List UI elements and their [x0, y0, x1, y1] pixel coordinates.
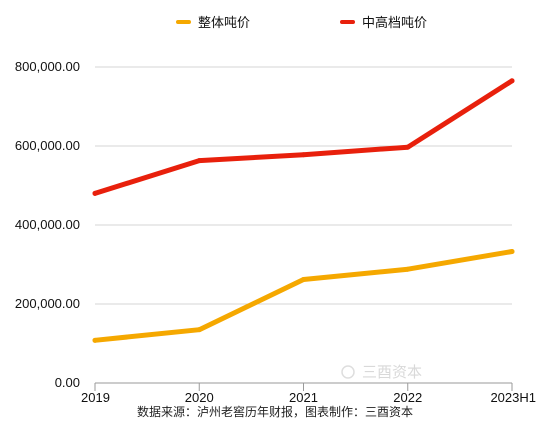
data-point — [405, 144, 411, 150]
gridlines — [95, 66, 512, 384]
x-tick-label: 2022 — [393, 390, 422, 405]
x-tick-label: 2021 — [289, 390, 318, 405]
watermark-logo-icon — [341, 365, 355, 379]
y-tick-label: 600,000.00 — [15, 138, 80, 153]
legend-label: 整体吨价 — [198, 16, 250, 31]
data-point — [509, 78, 515, 84]
x-tick-label: 2020 — [185, 390, 214, 405]
data-point — [92, 190, 98, 196]
x-tick-label: 2019 — [81, 390, 110, 405]
y-tick-label: 200,000.00 — [15, 296, 80, 311]
watermark: 三酉资本 — [341, 363, 422, 381]
data-point — [301, 277, 306, 283]
series-line-0 — [92, 249, 515, 343]
data-point — [92, 337, 98, 343]
legend-label: 中高档吨价 — [362, 15, 427, 31]
watermark-text: 三酉资本 — [362, 363, 422, 381]
y-axis: 0.00 200,000.00 400,000.00 600,000.00 800,00… — [15, 59, 80, 390]
legend: 整体吨价 中高档吨价 — [176, 15, 427, 31]
y-tick-label: 800,000.00 — [15, 59, 80, 74]
data-point — [509, 248, 515, 254]
series-lines — [92, 78, 515, 343]
x-axis: 2019 2020 2021 2022 2023H1 — [81, 383, 536, 405]
series-line-1 — [92, 78, 515, 196]
x-tick-label: 2023H1 — [490, 390, 536, 405]
source-note: 数据来源：泸州老窖历年财报，图表制作：三酉资本 — [137, 404, 413, 419]
y-tick-label: 0.00 — [55, 375, 80, 390]
data-point — [301, 152, 306, 158]
data-point — [196, 158, 202, 164]
data-point — [196, 327, 202, 333]
y-tick-label: 400,000.00 — [15, 217, 80, 232]
data-point — [405, 266, 411, 272]
